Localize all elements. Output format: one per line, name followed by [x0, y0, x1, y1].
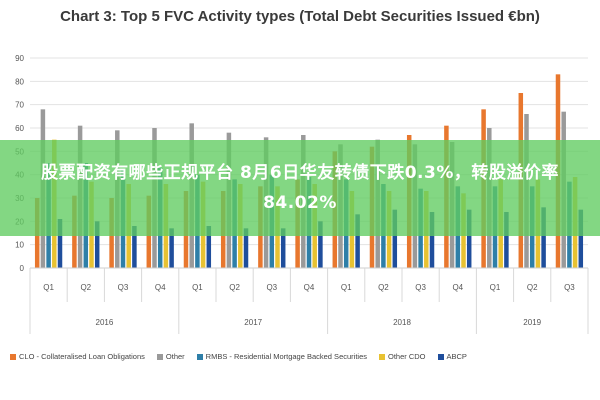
legend-item: RMBS - Residential Mortgage Backed Secur…: [196, 352, 367, 361]
legend-item: CLO - Collateralised Loan Obligations: [10, 352, 145, 361]
bar-abcp-13: [541, 207, 546, 268]
legend-swatch: [156, 353, 163, 360]
x-tick-label: Q4: [452, 283, 463, 292]
year-labels: 2016 2017 2018 2019: [29, 302, 589, 334]
bar-abcp-9: [392, 209, 398, 268]
x-tick-label: Q2: [229, 283, 240, 292]
legend-swatch: [379, 353, 385, 360]
x-axis-ticks: Q1 Q2 Q3 Q4 Q1 Q2 Q3 Q4 Q1 Q2 Q3 Q4 Q1 Q2 Q3: [29, 268, 589, 302]
bar-abcp-8: [355, 214, 360, 268]
year-label: 2019: [523, 318, 541, 327]
x-tick-label: Q3: [266, 283, 277, 292]
legend-swatch: [196, 353, 203, 360]
x-tick-label: Q1: [43, 283, 54, 292]
legend-swatch: [10, 353, 16, 360]
x-tick-label: Q2: [80, 283, 91, 292]
bar-abcp-11: [466, 209, 472, 268]
bar-abcp-4: [206, 226, 212, 268]
x-tick-label: Q3: [118, 283, 129, 292]
bar-abcp-7: [318, 221, 323, 268]
y-tick-label: 90: [15, 54, 24, 63]
x-tick-label: Q1: [490, 283, 501, 292]
bar-abcp-6: [280, 228, 286, 268]
x-tick-label: Q4: [304, 283, 315, 292]
legend-label: Other CDO: [388, 352, 426, 361]
x-tick-label: Q2: [378, 283, 389, 292]
y-tick-label: 70: [15, 101, 24, 110]
legend-label: Other: [165, 352, 185, 361]
y-tick-label: 80: [15, 77, 24, 86]
legend-item: ABCP: [437, 352, 467, 361]
bar-abcp-10: [429, 212, 435, 268]
y-tick-label: 0: [20, 264, 25, 273]
legend-item: Other CDO: [379, 352, 426, 361]
bar-abcp-1: [94, 221, 100, 268]
x-tick-label: Q1: [192, 283, 203, 292]
bar-abcp-3: [169, 228, 174, 268]
x-tick-label: Q4: [155, 283, 166, 292]
banner-text[interactable]: 股票配资有哪些正规平台 8月6日华友转债下跌0.3%，转股溢价率84.02%: [41, 163, 559, 213]
x-tick-label: Q3: [564, 283, 575, 292]
legend-label: RMBS - Residential Mortgage Backed Secur…: [205, 352, 367, 361]
overlay-banner[interactable]: 股票配资有哪些正规平台 8月6日华友转债下跌0.3%，转股溢价率84.02%: [0, 140, 600, 236]
year-label: 2018: [393, 318, 411, 327]
x-tick-label: Q2: [527, 283, 538, 292]
legend-label: ABCP: [446, 352, 467, 361]
year-label: 2017: [244, 318, 262, 327]
year-label: 2016: [96, 318, 114, 327]
bar-abcp-5: [243, 228, 249, 268]
legend-swatch: [437, 353, 444, 360]
legend-item: Other: [156, 352, 185, 361]
legend: CLO - Collateralised Loan Obligations Oth…: [10, 352, 600, 361]
bar-abcp-14: [578, 209, 584, 268]
chart-title: Chart 3: Top 5 FVC Activity types (Total…: [60, 8, 540, 25]
bar-abcp-2: [132, 226, 137, 268]
bar-abcp-12: [504, 212, 509, 268]
y-tick-label: 10: [15, 241, 24, 250]
x-tick-label: Q1: [341, 283, 352, 292]
legend-label: CLO - Collateralised Loan Obligations: [19, 352, 145, 361]
x-tick-label: Q3: [415, 283, 426, 292]
bar-abcp-0: [57, 219, 63, 268]
y-tick-label: 60: [15, 124, 24, 133]
